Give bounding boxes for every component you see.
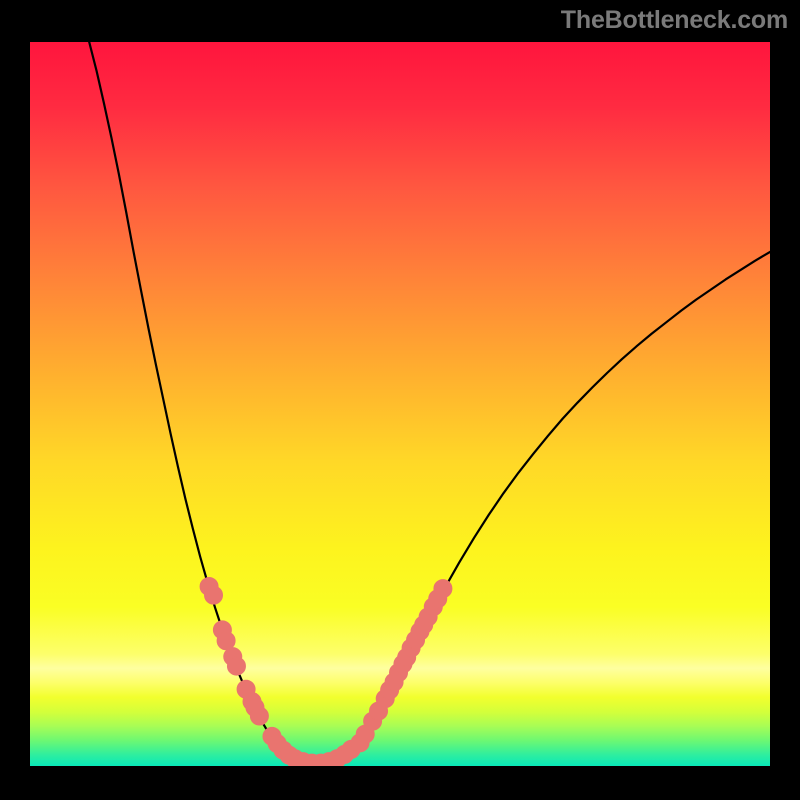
data-marker (227, 657, 245, 675)
bottleneck-curve-chart (0, 0, 800, 800)
watermark-label: TheBottleneck.com (561, 6, 788, 35)
data-marker (205, 586, 223, 604)
data-marker (217, 632, 235, 650)
data-marker (250, 707, 268, 725)
chart-container: TheBottleneck.com (0, 0, 800, 800)
data-marker (434, 580, 452, 598)
